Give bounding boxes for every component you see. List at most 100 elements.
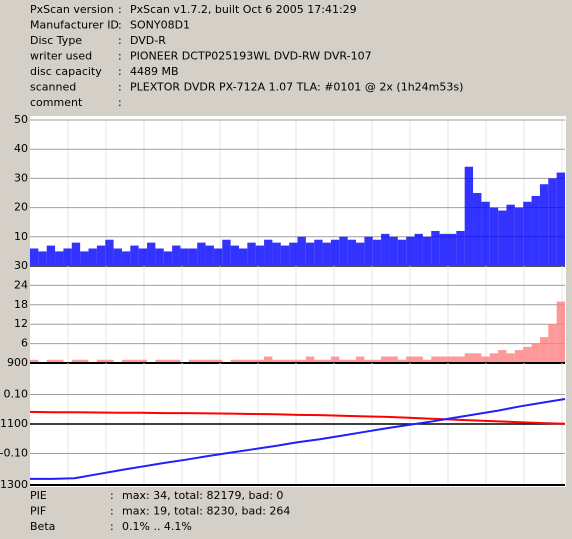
bar — [464, 353, 474, 363]
y2-tick-label: 900 — [7, 356, 28, 369]
bar — [406, 236, 415, 266]
info-value: PLEXTOR DVDR PX-712A 1.07 TLA: #0101 @ 2… — [130, 81, 463, 94]
y-tick-label: 18 — [14, 298, 28, 311]
bar — [213, 248, 223, 266]
bar — [473, 193, 482, 266]
bar — [431, 356, 440, 363]
bar — [447, 356, 457, 363]
bar — [305, 356, 315, 363]
bar — [255, 245, 265, 266]
info-separator: : — [118, 96, 122, 109]
bar — [121, 251, 131, 266]
bar — [121, 359, 131, 363]
y-tick-label: 12 — [14, 317, 28, 330]
y-tick-label: 30 — [14, 171, 28, 184]
bar — [498, 210, 507, 266]
y-tick-label: 24 — [14, 278, 28, 291]
info-separator: : — [118, 50, 122, 63]
bar — [46, 245, 56, 266]
bar — [514, 207, 524, 266]
info-label: disc capacity — [30, 65, 102, 78]
info-value: 4489 MB — [130, 65, 179, 78]
bar — [389, 356, 398, 363]
bar — [197, 242, 206, 266]
bar — [372, 359, 382, 363]
bar — [80, 251, 89, 266]
summary-label: PIF — [30, 505, 46, 518]
bar — [372, 239, 382, 266]
bar — [280, 359, 290, 363]
y-tick-label: -0.10 — [0, 446, 28, 459]
info-label: Manufacturer ID — [30, 19, 119, 32]
bar — [356, 242, 365, 266]
bar — [464, 166, 474, 266]
bar — [456, 356, 465, 363]
bar — [314, 359, 323, 363]
info-value: SONY08D1 — [130, 19, 190, 32]
y2-tick-label: 1300 — [0, 478, 28, 491]
bar — [96, 245, 106, 266]
bar — [30, 248, 39, 266]
y-tick-label: 6 — [21, 337, 28, 350]
bar — [489, 353, 499, 363]
bar — [46, 359, 56, 363]
bar — [238, 248, 248, 266]
bar — [230, 245, 239, 266]
bar — [172, 359, 181, 363]
summary-label: PIE — [30, 489, 47, 502]
bar — [414, 356, 423, 363]
info-label: comment — [30, 96, 83, 109]
y-tick-label: 50 — [14, 113, 28, 126]
bar — [172, 245, 181, 266]
bar — [456, 230, 465, 266]
bar — [264, 356, 273, 363]
bar — [556, 301, 565, 363]
bar — [138, 248, 148, 266]
bar — [506, 204, 515, 266]
bar — [180, 248, 189, 266]
y2-tick-label: 1100 — [0, 417, 28, 430]
y-tick-label: 20 — [14, 201, 28, 214]
info-label: scanned — [30, 81, 76, 94]
bar — [439, 356, 448, 363]
bar — [88, 248, 97, 266]
chart-area — [30, 116, 566, 487]
bar — [38, 251, 47, 266]
bar — [155, 359, 164, 363]
bar — [272, 242, 281, 266]
bar — [71, 359, 81, 363]
bar — [356, 356, 365, 363]
bar — [381, 356, 390, 363]
bar — [130, 245, 139, 266]
info-label: PxScan version — [30, 3, 114, 16]
bar — [339, 236, 348, 266]
line — [30, 398, 566, 480]
bar — [255, 359, 265, 363]
bar — [523, 346, 532, 363]
bar — [205, 359, 214, 363]
bar — [80, 359, 89, 363]
bar — [481, 356, 490, 363]
bar — [539, 184, 549, 266]
bar — [272, 359, 281, 363]
y-tick-label: 40 — [14, 142, 28, 155]
bar — [55, 251, 64, 266]
bar — [105, 359, 114, 363]
info-separator: : — [118, 3, 122, 16]
bar — [422, 236, 432, 266]
bar — [163, 359, 173, 363]
bar — [422, 359, 432, 363]
bar — [222, 239, 231, 266]
summary-value: max: 19, total: 8230, bad: 264 — [122, 505, 290, 518]
bar — [247, 242, 256, 266]
y-tick-label: 0.10 — [4, 388, 29, 401]
bar — [297, 236, 306, 266]
bar — [364, 236, 373, 266]
bar — [264, 239, 273, 266]
bar — [498, 350, 507, 363]
bar — [322, 359, 331, 363]
y-tick-label: 30 — [14, 259, 28, 272]
bar — [305, 242, 315, 266]
bar — [297, 359, 306, 363]
bar — [147, 242, 156, 266]
